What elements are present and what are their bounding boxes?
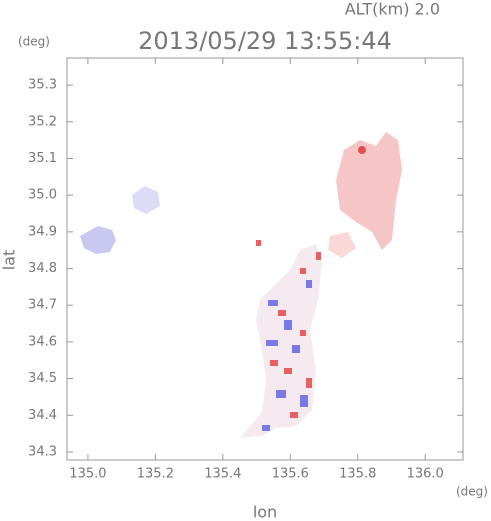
annotation: ALT(km) 2.0	[345, 0, 440, 19]
echo-blob	[240, 244, 322, 438]
x-tick-label: 135.0	[69, 467, 106, 482]
echo-cell	[358, 146, 366, 154]
y-tick-label: 34.7	[28, 298, 57, 313]
echo-blob	[336, 132, 402, 250]
y-tick-label: 34.4	[28, 408, 57, 423]
x-tick-label: 136.0	[407, 467, 444, 482]
x-tick-label: 135.2	[137, 467, 174, 482]
x-tick-label: 135.6	[272, 467, 309, 482]
echo-region	[80, 132, 402, 438]
y-tick-label: 34.5	[28, 371, 57, 386]
y-tick-label: 34.9	[28, 224, 57, 239]
x-unit: (deg)	[456, 485, 488, 499]
y-tick-label: 34.6	[28, 334, 57, 349]
echo-cells	[256, 240, 321, 418]
y-axis-label: lat	[0, 250, 19, 271]
x-axis-label: lon	[253, 503, 277, 521]
y-tick-label: 35.1	[28, 151, 57, 166]
y-unit: (deg)	[18, 35, 50, 49]
echo-blob	[80, 226, 116, 254]
x-tick-label: 135.8	[339, 467, 376, 482]
y-tick-label: 34.3	[28, 444, 57, 459]
y-tick-label: 35.0	[28, 188, 57, 203]
y-tick-label: 35.3	[28, 78, 57, 93]
x-tick-label: 135.4	[204, 467, 241, 482]
chart-title: 2013/05/29 13:55:44	[138, 27, 392, 55]
echo-blob	[132, 186, 160, 214]
echo-cells	[262, 280, 312, 431]
y-tick-label: 35.2	[28, 114, 57, 129]
plot-frame	[66, 57, 464, 461]
echo-blob	[328, 232, 356, 258]
y-tick-label: 34.8	[28, 261, 57, 276]
